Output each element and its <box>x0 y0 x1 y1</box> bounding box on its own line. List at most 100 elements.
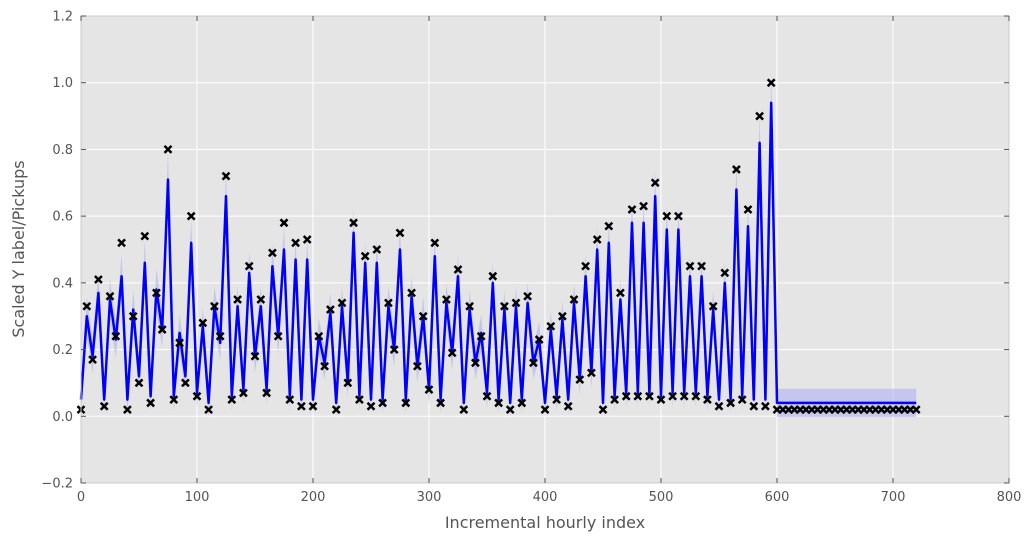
data-point-marker <box>233 295 242 304</box>
data-point-marker <box>285 395 295 404</box>
x-tick-label: 200 <box>301 490 326 505</box>
data-point-marker <box>691 391 701 401</box>
data-point-marker <box>175 338 184 348</box>
data-point-marker <box>436 398 445 408</box>
data-point-marker <box>99 401 109 411</box>
y-tick-label: 0.4 <box>52 276 73 291</box>
data-point-marker <box>314 331 324 341</box>
data-point-marker <box>447 348 457 358</box>
data-point-marker <box>529 358 538 368</box>
data-point-marker <box>204 405 213 414</box>
data-point-marker <box>123 405 132 414</box>
data-point-marker <box>459 405 469 414</box>
data-point-marker <box>88 355 97 364</box>
x-tick-label: 700 <box>881 490 906 505</box>
data-point-marker <box>569 295 579 304</box>
data-point-marker <box>337 298 347 308</box>
data-point-marker <box>244 261 254 271</box>
x-tick-label: 500 <box>649 490 674 505</box>
data-point-marker <box>517 398 527 408</box>
data-point-marker <box>424 385 434 394</box>
data-point-marker <box>268 248 277 258</box>
data-point-marker <box>366 401 376 411</box>
data-point-marker <box>146 398 155 408</box>
data-point-marker <box>360 251 370 261</box>
data-point-marker <box>621 391 631 401</box>
data-point-marker <box>291 238 300 248</box>
data-point-marker <box>674 211 683 221</box>
data-point-marker <box>297 401 306 411</box>
data-point-marker <box>558 311 567 321</box>
data-point-marker <box>761 401 770 411</box>
y-tick-label: 1.2 <box>52 10 73 25</box>
x-tick-label: 400 <box>533 490 558 505</box>
y-axis-label: Scaled Y label/Pickups <box>9 160 28 337</box>
data-point-marker <box>343 378 353 388</box>
data-point-marker <box>407 288 416 298</box>
data-point-marker <box>546 321 556 331</box>
fitted-line <box>79 101 917 405</box>
data-point-marker <box>192 391 202 401</box>
y-tick-label: 0.2 <box>52 343 73 358</box>
data-point-marker <box>505 405 515 414</box>
data-point-marker <box>349 218 358 228</box>
data-point-marker <box>482 391 492 401</box>
data-point-marker <box>181 378 190 388</box>
data-point-marker <box>656 395 666 404</box>
data-point-marker <box>453 265 463 274</box>
x-tick-label: 300 <box>417 490 442 505</box>
data-point-marker <box>169 395 179 404</box>
data-point-marker <box>152 288 161 298</box>
data-point-marker <box>743 205 753 214</box>
data-point-marker <box>714 401 724 411</box>
data-point-marker <box>581 261 590 271</box>
data-point-marker <box>633 391 643 401</box>
data-point-marker <box>442 295 451 304</box>
data-point-marker <box>749 401 759 411</box>
data-point-marker <box>378 398 387 408</box>
data-point-marker <box>668 391 677 401</box>
data-point-marker <box>331 405 341 414</box>
data-point-marker <box>726 398 735 408</box>
data-point-marker <box>604 221 614 231</box>
data-point-marker <box>552 395 561 404</box>
x-tick-label: 0 <box>77 490 85 505</box>
data-point-marker <box>616 288 625 298</box>
data-point-marker <box>488 271 498 281</box>
data-point-marker <box>239 388 248 398</box>
data-point-marker <box>645 391 654 401</box>
data-point-marker <box>679 391 689 401</box>
data-point-marker <box>111 331 121 341</box>
data-point-marker <box>471 358 480 368</box>
data-point-marker <box>563 401 573 411</box>
data-point-marker <box>250 351 260 361</box>
data-point-marker <box>697 261 706 271</box>
data-point-marker <box>575 375 585 384</box>
data-point-marker <box>355 395 364 404</box>
data-point-marker <box>732 165 741 174</box>
data-point-marker <box>395 228 405 238</box>
data-point-marker <box>157 325 167 334</box>
data-point-marker <box>117 238 126 248</box>
data-point-marker <box>372 245 382 254</box>
data-point-marker <box>215 331 225 341</box>
data-point-marker <box>708 301 718 311</box>
data-point-marker <box>326 305 335 314</box>
data-point-marker <box>627 205 637 214</box>
data-point-marker <box>413 361 422 371</box>
y-tick-label: 0.8 <box>52 143 73 158</box>
data-point-marker <box>134 378 144 388</box>
data-point-marker <box>685 261 695 271</box>
y-tick-label: −0.2 <box>41 477 73 492</box>
data-point-marker <box>610 395 619 404</box>
data-point-marker <box>587 368 596 378</box>
y-axis-ticks: −0.2 0.0 0.2 0.4 0.6 0.8 1.0 1.2 <box>41 10 1009 492</box>
y-tick-label: 0.0 <box>52 410 73 425</box>
data-point-marker <box>221 171 231 181</box>
data-point-marker <box>273 331 283 341</box>
data-point-marker <box>500 301 509 311</box>
data-point-marker <box>186 211 196 221</box>
data-point-marker <box>210 301 219 311</box>
data-point-marker <box>256 295 266 304</box>
data-point-marker <box>320 361 329 371</box>
